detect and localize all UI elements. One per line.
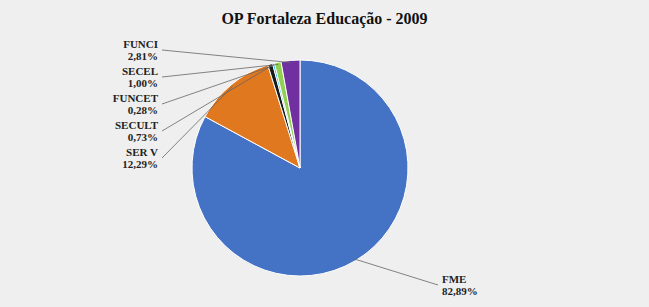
data-label-category: FUNCI — [123, 38, 158, 50]
leader-line — [162, 64, 278, 77]
labels: FME82,89% SER V12,29% SECULT0,73% FUNCET0,2… — [113, 38, 478, 297]
leader-line — [162, 86, 233, 158]
data-label: 0,73% — [128, 131, 158, 143]
data-label: 82,89% — [442, 285, 478, 297]
data-label-category: SER V — [126, 146, 158, 158]
slice — [281, 60, 300, 168]
data-label-category: FME — [442, 273, 466, 285]
data-label: 0,28% — [128, 104, 158, 116]
title: OP Fortaleza Educação - 2009 — [221, 10, 427, 28]
data-label: 1,00% — [128, 77, 158, 89]
leader-line — [354, 259, 438, 285]
slice — [192, 60, 408, 276]
pie: FME82,89% SER V12,29% SECULT0,73% FUNCET0,2… — [113, 38, 478, 297]
chart: OP Fortaleza Educação - 2009 FME82,89% SER… — [0, 0, 649, 307]
data-label-category: SECEL — [122, 65, 158, 77]
data-label: 12,29% — [122, 158, 158, 170]
leader-line — [162, 50, 291, 63]
data-label-category: SECULT — [115, 119, 159, 131]
data-label: 2,81% — [128, 50, 158, 62]
background — [0, 0, 649, 307]
data-label-category: FUNCET — [113, 92, 159, 104]
